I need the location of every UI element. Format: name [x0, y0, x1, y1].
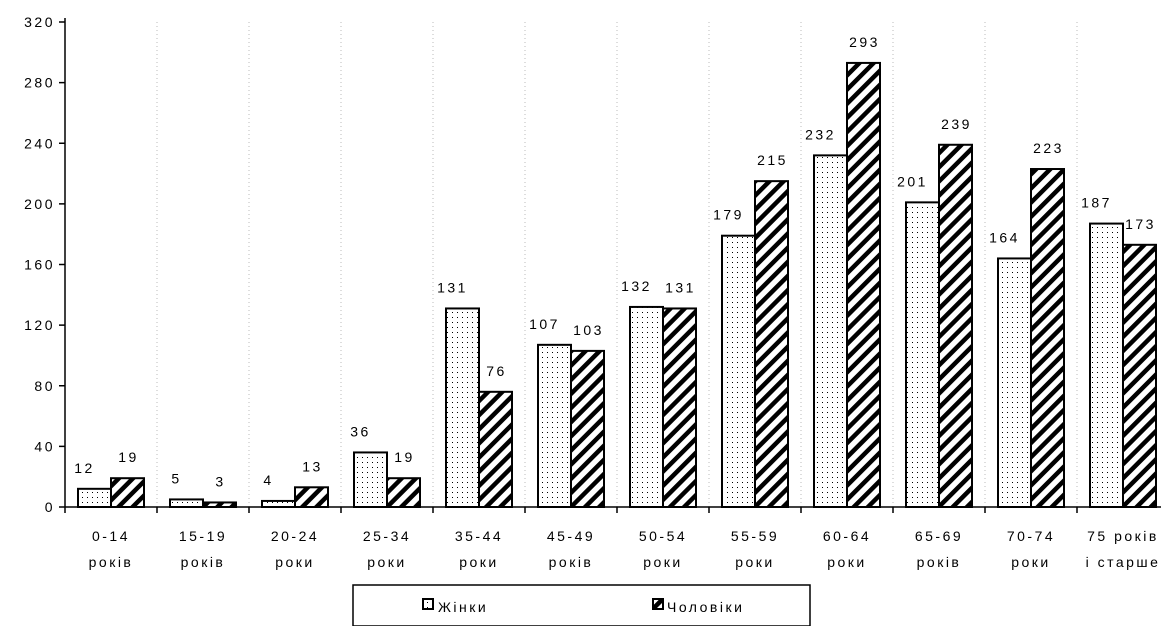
x-category-label: 35-44: [455, 528, 503, 544]
data-label: 187: [1081, 195, 1112, 211]
data-label: 107: [529, 316, 560, 332]
data-label: 132: [621, 278, 652, 294]
x-category-label: роки: [643, 554, 683, 570]
data-label: 4: [263, 472, 273, 488]
bar-cholovicky: [662, 307, 697, 508]
bar-zhinky: [77, 487, 112, 508]
bar-zhinky: [537, 343, 572, 508]
bar-cholovicky: [570, 349, 605, 508]
bar-zhinky: [1089, 222, 1124, 508]
x-category-label: 25-34: [363, 528, 411, 544]
data-label: 215: [757, 152, 788, 168]
data-label: 13: [302, 458, 323, 474]
y-tick-label: 80: [34, 378, 55, 394]
data-label: 223: [1033, 140, 1064, 156]
data-label: 293: [849, 34, 880, 50]
y-tick-label: 240: [24, 135, 55, 151]
data-label: 239: [941, 116, 972, 132]
legend: Жінки Чоловіки: [352, 584, 811, 626]
data-label: 232: [805, 126, 836, 142]
bar-zhinky: [997, 257, 1032, 508]
data-label: 173: [1125, 216, 1156, 232]
bars: [77, 61, 1157, 508]
data-label: 76: [486, 363, 507, 379]
x-category-label: роки: [367, 554, 407, 570]
bar-cholovicky: [1122, 243, 1157, 508]
x-category-label: 55-59: [731, 528, 779, 544]
bar-zhinky: [353, 451, 388, 508]
labels: 12 5 4 36 131 107 132 179 232 201 164 187 19 3 13 19 76 1…: [24, 14, 1161, 570]
data-label: 201: [897, 173, 928, 189]
legend-label-cholovicky: Чоловіки: [667, 599, 744, 615]
data-label: 131: [437, 279, 468, 295]
data-label: 131: [665, 279, 696, 295]
legend-swatch-zhinky: [422, 598, 434, 610]
data-label: 179: [713, 207, 744, 223]
bar-zhinky: [261, 499, 296, 508]
x-category-label: роки: [275, 554, 315, 570]
data-label: 164: [989, 229, 1020, 245]
y-tick-label: 200: [24, 196, 55, 212]
bar-cholovicky: [846, 61, 881, 508]
x-category-label: роки: [1011, 554, 1051, 570]
bar-cholovicky: [478, 390, 513, 508]
y-tick-label: 320: [24, 14, 55, 30]
x-category-label: роки: [827, 554, 867, 570]
x-category-label: 45-49: [547, 528, 595, 544]
x-category-label: 60-64: [823, 528, 871, 544]
bar-cholovicky: [754, 180, 789, 508]
x-category-label: 0-14: [92, 528, 130, 544]
x-category-label: років: [549, 554, 594, 570]
bar-zhinky: [445, 307, 480, 508]
grid-lines: [156, 22, 1078, 507]
bar-zhinky: [721, 234, 756, 508]
x-category-label: років: [181, 554, 226, 570]
y-tick-label: 120: [24, 317, 55, 333]
x-category-label: років: [89, 554, 134, 570]
x-category-label: років: [917, 554, 962, 570]
bar-cholovicky: [1030, 168, 1065, 508]
x-category-label: 70-74: [1007, 528, 1055, 544]
x-category-label: 15-19: [179, 528, 227, 544]
y-tick-label: 40: [34, 438, 55, 454]
legend-label-zhinky: Жінки: [438, 599, 488, 615]
x-category-label: роки: [735, 554, 775, 570]
bar-cholovicky: [938, 143, 973, 508]
bar-zhinky: [905, 201, 940, 508]
data-label: 19: [394, 449, 415, 465]
x-category-label: 50-54: [639, 528, 687, 544]
axes: [59, 18, 1161, 513]
y-tick-label: 280: [24, 75, 55, 91]
data-label: 3: [215, 473, 225, 489]
x-category-label: 75 років: [1087, 528, 1159, 544]
bar-zhinky: [169, 498, 204, 508]
legend-swatch-cholovicky: [652, 598, 664, 610]
bar-zhinky: [813, 154, 848, 508]
data-label: 12: [74, 460, 95, 476]
y-tick-label: 160: [24, 257, 55, 273]
x-category-label: 65-69: [915, 528, 963, 544]
y-tick-label: 0: [45, 499, 55, 515]
data-label: 36: [350, 423, 371, 439]
bar-cholovicky: [110, 477, 145, 508]
data-label: 19: [118, 449, 139, 465]
x-category-label: і старше: [1086, 554, 1161, 570]
data-label: 5: [171, 470, 181, 486]
x-category-label: роки: [459, 554, 499, 570]
bar-cholovicky: [386, 477, 421, 508]
data-label: 103: [573, 322, 604, 338]
bar-zhinky: [629, 305, 664, 508]
x-category-label: 20-24: [271, 528, 319, 544]
bar-cholovicky: [294, 486, 329, 508]
